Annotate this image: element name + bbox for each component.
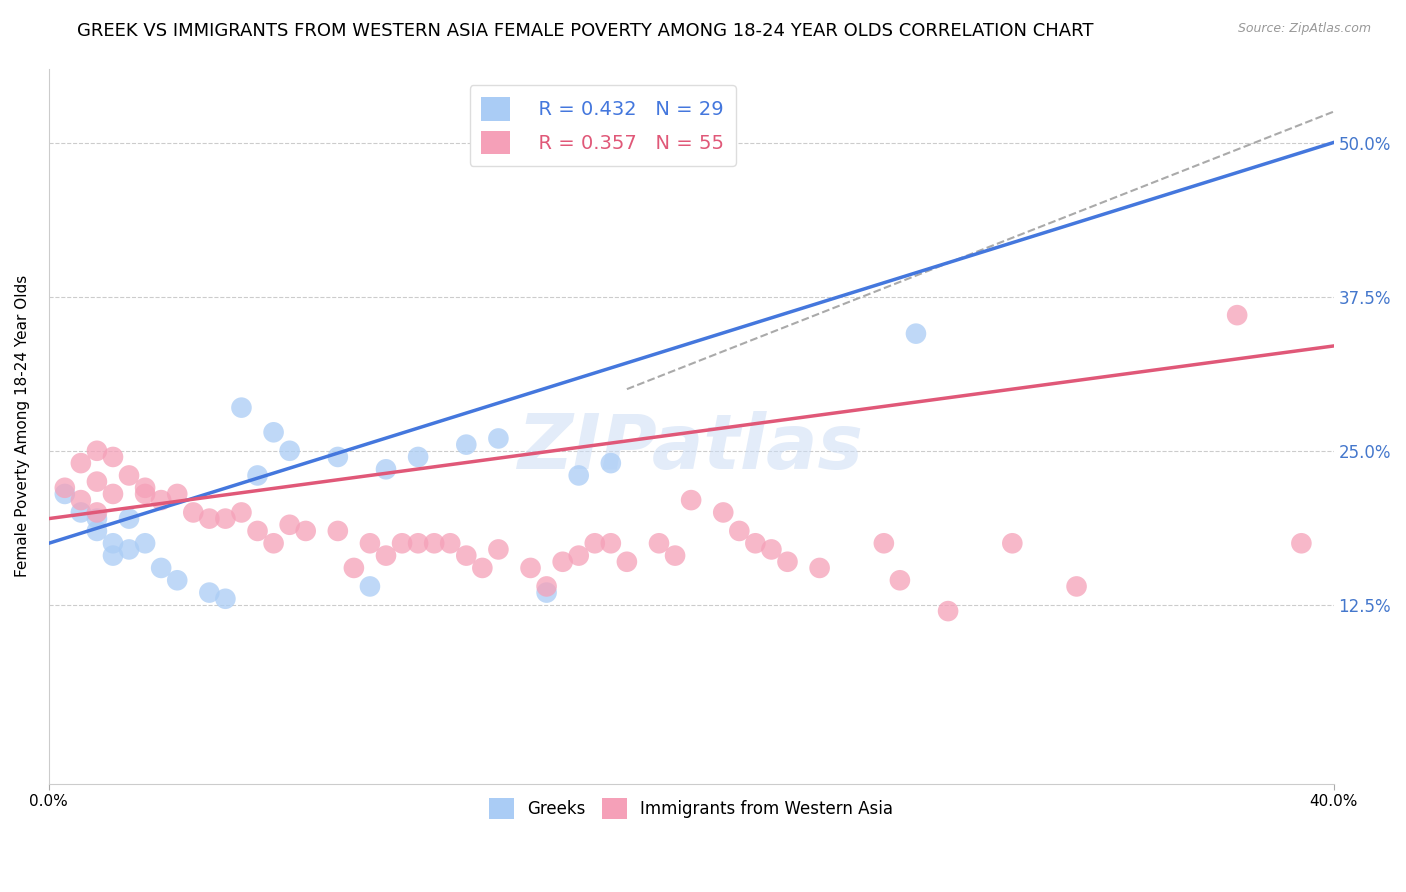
Point bbox=[648, 536, 671, 550]
Point bbox=[375, 549, 398, 563]
Point bbox=[278, 443, 301, 458]
Point bbox=[728, 524, 751, 538]
Point bbox=[101, 450, 124, 464]
Text: Source: ZipAtlas.com: Source: ZipAtlas.com bbox=[1237, 22, 1371, 36]
Text: GREEK VS IMMIGRANTS FROM WESTERN ASIA FEMALE POVERTY AMONG 18-24 YEAR OLDS CORRE: GREEK VS IMMIGRANTS FROM WESTERN ASIA FE… bbox=[77, 22, 1094, 40]
Point bbox=[359, 579, 381, 593]
Point bbox=[53, 481, 76, 495]
Point bbox=[648, 142, 671, 156]
Point bbox=[70, 456, 93, 470]
Point bbox=[471, 561, 494, 575]
Point bbox=[391, 536, 413, 550]
Point bbox=[599, 456, 621, 470]
Point bbox=[776, 555, 799, 569]
Point bbox=[744, 536, 766, 550]
Point bbox=[1066, 579, 1088, 593]
Point bbox=[86, 475, 108, 489]
Point bbox=[326, 524, 349, 538]
Point bbox=[263, 536, 285, 550]
Point bbox=[568, 468, 591, 483]
Point bbox=[86, 511, 108, 525]
Point bbox=[231, 401, 253, 415]
Point bbox=[536, 579, 558, 593]
Point bbox=[761, 542, 783, 557]
Point bbox=[359, 536, 381, 550]
Point bbox=[599, 536, 621, 550]
Point bbox=[1291, 536, 1313, 550]
Point bbox=[681, 493, 703, 508]
Point bbox=[101, 536, 124, 550]
Point bbox=[294, 524, 316, 538]
Point bbox=[536, 585, 558, 599]
Point bbox=[86, 524, 108, 538]
Point bbox=[375, 462, 398, 476]
Point bbox=[406, 536, 429, 550]
Point bbox=[616, 555, 638, 569]
Point bbox=[118, 542, 141, 557]
Point bbox=[86, 505, 108, 519]
Text: ZIPatlas: ZIPatlas bbox=[519, 410, 865, 484]
Point bbox=[70, 505, 93, 519]
Point bbox=[150, 493, 173, 508]
Point bbox=[214, 511, 236, 525]
Point bbox=[439, 536, 461, 550]
Point bbox=[166, 574, 188, 588]
Point bbox=[134, 487, 156, 501]
Point bbox=[1226, 308, 1249, 322]
Point bbox=[326, 450, 349, 464]
Point bbox=[343, 561, 366, 575]
Point bbox=[231, 505, 253, 519]
Point bbox=[456, 437, 478, 451]
Point bbox=[101, 487, 124, 501]
Point bbox=[53, 487, 76, 501]
Point bbox=[198, 585, 221, 599]
Legend: Greeks, Immigrants from Western Asia: Greeks, Immigrants from Western Asia bbox=[482, 792, 900, 825]
Point bbox=[519, 561, 541, 575]
Point bbox=[711, 505, 734, 519]
Point bbox=[246, 524, 269, 538]
Point bbox=[150, 561, 173, 575]
Point bbox=[808, 561, 831, 575]
Point bbox=[406, 450, 429, 464]
Point bbox=[214, 591, 236, 606]
Point bbox=[873, 536, 896, 550]
Point bbox=[889, 574, 911, 588]
Point bbox=[904, 326, 927, 341]
Point bbox=[631, 142, 654, 156]
Point bbox=[664, 549, 686, 563]
Point bbox=[486, 542, 509, 557]
Point bbox=[118, 511, 141, 525]
Point bbox=[936, 604, 959, 618]
Point bbox=[246, 468, 269, 483]
Point bbox=[423, 536, 446, 550]
Point bbox=[181, 505, 204, 519]
Point bbox=[551, 555, 574, 569]
Point bbox=[1001, 536, 1024, 550]
Point bbox=[198, 511, 221, 525]
Y-axis label: Female Poverty Among 18-24 Year Olds: Female Poverty Among 18-24 Year Olds bbox=[15, 275, 30, 577]
Point bbox=[278, 517, 301, 532]
Point bbox=[166, 487, 188, 501]
Point bbox=[456, 549, 478, 563]
Point bbox=[568, 549, 591, 563]
Point bbox=[101, 549, 124, 563]
Point bbox=[134, 536, 156, 550]
Point bbox=[263, 425, 285, 440]
Point bbox=[70, 493, 93, 508]
Point bbox=[86, 443, 108, 458]
Point bbox=[118, 468, 141, 483]
Point bbox=[486, 432, 509, 446]
Point bbox=[583, 536, 606, 550]
Point bbox=[134, 481, 156, 495]
